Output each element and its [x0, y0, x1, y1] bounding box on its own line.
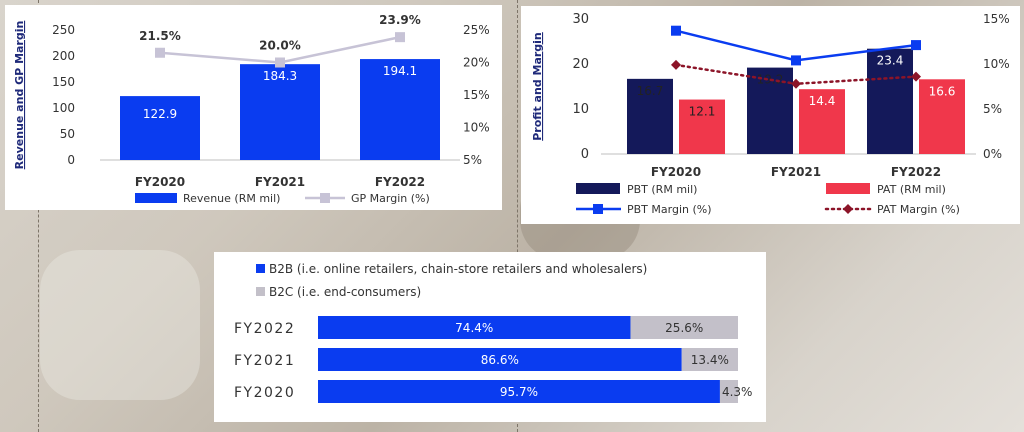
pbt-bar-label: 23.4	[877, 54, 904, 68]
legend-label-pat-margin: PAT Margin (%)	[877, 203, 960, 216]
gp-margin-marker	[275, 57, 285, 68]
page-divider-line	[38, 0, 39, 432]
pbt-bar-label: 16.7	[637, 84, 664, 98]
b2c-bar-label: 13.4%	[691, 353, 729, 367]
y2-tick-label: 10%	[463, 121, 490, 135]
x-tick-label: FY2022	[891, 165, 941, 179]
profit-chart: Profit and Margin01020300%5%10%15%16.719…	[531, 12, 1010, 216]
b2c-bar-label: 4.3%	[722, 385, 753, 399]
x-tick-label: FY2021	[771, 165, 821, 179]
profit-chart-panel: Profit and Margin 0 10 20 30 0% 5% 10% 15% 16.7 19…	[521, 6, 1020, 224]
pbt-bar	[627, 78, 673, 154]
category-label: FY2022	[234, 321, 295, 337]
y2-tick-label: 15%	[983, 12, 1010, 26]
y-tick-label: 100	[52, 101, 75, 115]
y2-tick-label: 5%	[463, 153, 482, 167]
pat-bar-label: 14.4	[809, 94, 836, 108]
y2-tick-label: 0%	[983, 147, 1002, 161]
gp-margin-marker	[395, 32, 405, 43]
legend-label-revenue: Revenue (RM mil)	[183, 192, 280, 205]
legend-label-pbt-margin: PBT Margin (%)	[627, 203, 712, 216]
y-tick-label: 200	[52, 49, 75, 63]
b2b-bar	[318, 348, 682, 371]
y-tick-label: 30	[572, 12, 589, 27]
revenue-chart: Revenue and GP Margin 0 50 100 150 200 250 5% 10…	[13, 13, 490, 205]
pat-bar	[679, 99, 725, 154]
b2b-bar-label: 74.4%	[455, 321, 493, 335]
background-shape	[40, 250, 200, 400]
pbt-bar	[867, 48, 913, 155]
category-label: FY2020	[234, 385, 295, 401]
pat-bar-label: 12.1	[689, 105, 716, 119]
legend-swatch-b2b	[256, 264, 265, 273]
legend-swatch-pbt	[576, 183, 620, 194]
gp-margin-label: 23.9%	[379, 13, 421, 27]
revenue-bar	[120, 96, 200, 160]
revenue-bar-label: 122.9	[143, 107, 177, 121]
b2b-bar-label: 86.6%	[481, 353, 519, 367]
gp-margin-marker	[155, 47, 165, 58]
legend-label-b2c: B2C (i.e. end-consumers)	[269, 285, 421, 299]
y2-tick-label: 20%	[463, 56, 490, 70]
pat-bar	[919, 79, 965, 154]
y-tick-label: 10	[572, 102, 589, 117]
y-axis-label: Revenue and GP Margin	[13, 21, 26, 170]
b2b-bar	[318, 380, 720, 403]
x-tick-label: FY2022	[375, 175, 425, 189]
y-tick-label: 0	[67, 153, 75, 167]
y-tick-label: 20	[572, 57, 589, 72]
y-tick-label: 150	[52, 75, 75, 89]
pat-margin-marker	[911, 71, 921, 82]
y-tick-label: 50	[60, 127, 75, 141]
y-tick-label: 250	[52, 23, 75, 37]
y2-tick-label: 10%	[983, 57, 1010, 71]
b2b-bar-label: 95.7%	[500, 385, 538, 399]
legend-label-b2b: B2B (i.e. online retailers, chain-store …	[269, 262, 647, 276]
x-tick-label: FY2020	[135, 175, 185, 189]
pat-bar	[799, 89, 845, 154]
x-tick-label: FY2021	[255, 175, 305, 189]
legend-label-gp-margin: GP Margin (%)	[351, 192, 430, 205]
legend-marker-pat-margin	[843, 204, 853, 214]
revenue-bar-label: 184.3	[263, 69, 297, 83]
b2c-bar	[630, 316, 738, 339]
legend-label-pbt: PBT (RM mil)	[627, 183, 697, 196]
legend-swatch-pat	[826, 183, 870, 194]
y2-tick-label: 15%	[463, 88, 490, 102]
category-label: FY2021	[234, 353, 295, 369]
pat-margin-marker	[791, 78, 801, 89]
y2-tick-label: 5%	[983, 102, 1002, 116]
y-axis-label: Profit and Margin	[531, 32, 544, 141]
gp-margin-label: 21.5%	[139, 29, 181, 43]
b2c-bar	[719, 380, 738, 403]
y-tick-label: 0	[581, 147, 589, 162]
pat-margin-marker	[671, 59, 681, 70]
b2c-bar	[681, 348, 738, 371]
y2-tick-label: 25%	[463, 23, 490, 37]
pbt-margin-marker	[911, 40, 921, 51]
x-tick-label: FY2020	[651, 165, 701, 179]
legend-swatch-revenue	[135, 193, 177, 203]
revenue-chart-panel: Revenue and GP Margin 0 50 100 150 200 250 5% 10…	[5, 5, 502, 210]
pat-bar-label: 16.6	[929, 84, 956, 98]
b2c-bar-label: 25.6%	[665, 321, 703, 335]
legend-swatch-b2c	[256, 287, 265, 296]
page-divider-line	[517, 0, 518, 432]
revenue-bar	[360, 59, 440, 160]
legend-marker-pbt-margin	[593, 204, 603, 214]
legend-marker-gp-margin	[320, 193, 330, 203]
pbt-margin-marker	[791, 55, 801, 66]
gp-margin-label: 20.0%	[259, 39, 301, 53]
segment-chart: B2B (i.e. online retailers, chain-store …	[234, 262, 753, 403]
legend-label-pat: PAT (RM mil)	[877, 183, 946, 196]
revenue-bar	[240, 64, 320, 160]
revenue-bar-label: 194.1	[383, 64, 417, 78]
b2b-bar	[318, 316, 631, 339]
segment-chart-panel: B2B (i.e. online retailers, chain-store …	[214, 252, 766, 422]
pbt-margin-marker	[671, 25, 681, 36]
